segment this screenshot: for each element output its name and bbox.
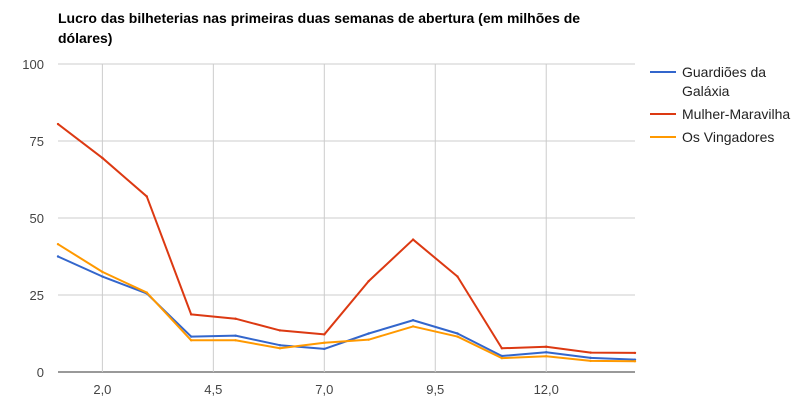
x-tick-label: 7,0 [315,382,333,397]
data-point [545,351,548,354]
data-point [189,339,193,342]
x-tick-label: 9,5 [426,382,444,397]
y-tick-label: 75 [30,134,44,149]
legend: Guardiões da Galáxia Mulher-Maravilha Os V… [650,63,795,151]
data-point [411,319,415,322]
y-tick-label: 25 [30,288,44,303]
legend-item: Os Vingadores [650,128,795,147]
data-point [278,347,282,350]
data-point [633,351,637,355]
data-point [545,345,548,348]
data-point [456,332,459,335]
data-point [456,335,459,338]
data-point [367,332,370,335]
data-point [234,334,237,337]
legend-label: Mulher-Maravilha [682,106,791,122]
data-point [278,329,282,332]
legend-label: Os Vingadores [682,129,775,145]
data-point [411,325,415,328]
data-point [545,355,548,358]
data-point [189,313,193,316]
legend-item: Mulher-Maravilha [650,105,795,124]
data-point [323,341,326,344]
data-point [101,275,104,278]
data-point [278,344,282,347]
data-point [323,347,326,351]
data-point [323,333,326,336]
data-point [411,238,415,241]
x-tick-label: 4,5 [204,382,222,397]
data-point [589,351,592,354]
data-point [56,242,60,246]
tick-label-layer: 0 25 50 75 100 2,0 4,5 7,0 9,5 12,0 [22,57,559,397]
data-point [367,338,370,341]
legend-swatch [650,71,676,73]
data-point [633,360,637,363]
legend-swatch [650,136,676,138]
grid-layer [58,63,635,373]
series-line-2 [57,123,636,354]
y-tick-label: 50 [30,211,44,226]
data-point [101,156,104,160]
legend-label: Guardiões da Galáxia [682,64,767,99]
series-line-3 [57,243,636,363]
data-point [145,195,148,198]
x-tick-label: 2,0 [93,382,111,397]
data-point [500,356,504,360]
data-point [589,359,592,363]
data-point [101,270,104,274]
legend-item: Guardiões da Galáxia [650,63,795,101]
data-point [189,335,193,338]
data-point [56,255,60,258]
legend-swatch [650,113,676,115]
data-point [56,122,60,126]
data-point [145,291,148,294]
data-point [500,347,504,350]
x-tick-label: 12,0 [534,382,559,397]
data-point [589,356,592,360]
y-tick-label: 0 [37,365,44,380]
data-point [234,339,237,342]
data-point [367,279,370,283]
data-point [456,275,459,278]
data-point [500,354,504,358]
data-point [234,317,237,320]
y-tick-label: 100 [22,57,44,72]
series-layer [56,122,637,363]
chart-title: Lucro das bilheterias nas primeiras duas… [58,10,581,46]
